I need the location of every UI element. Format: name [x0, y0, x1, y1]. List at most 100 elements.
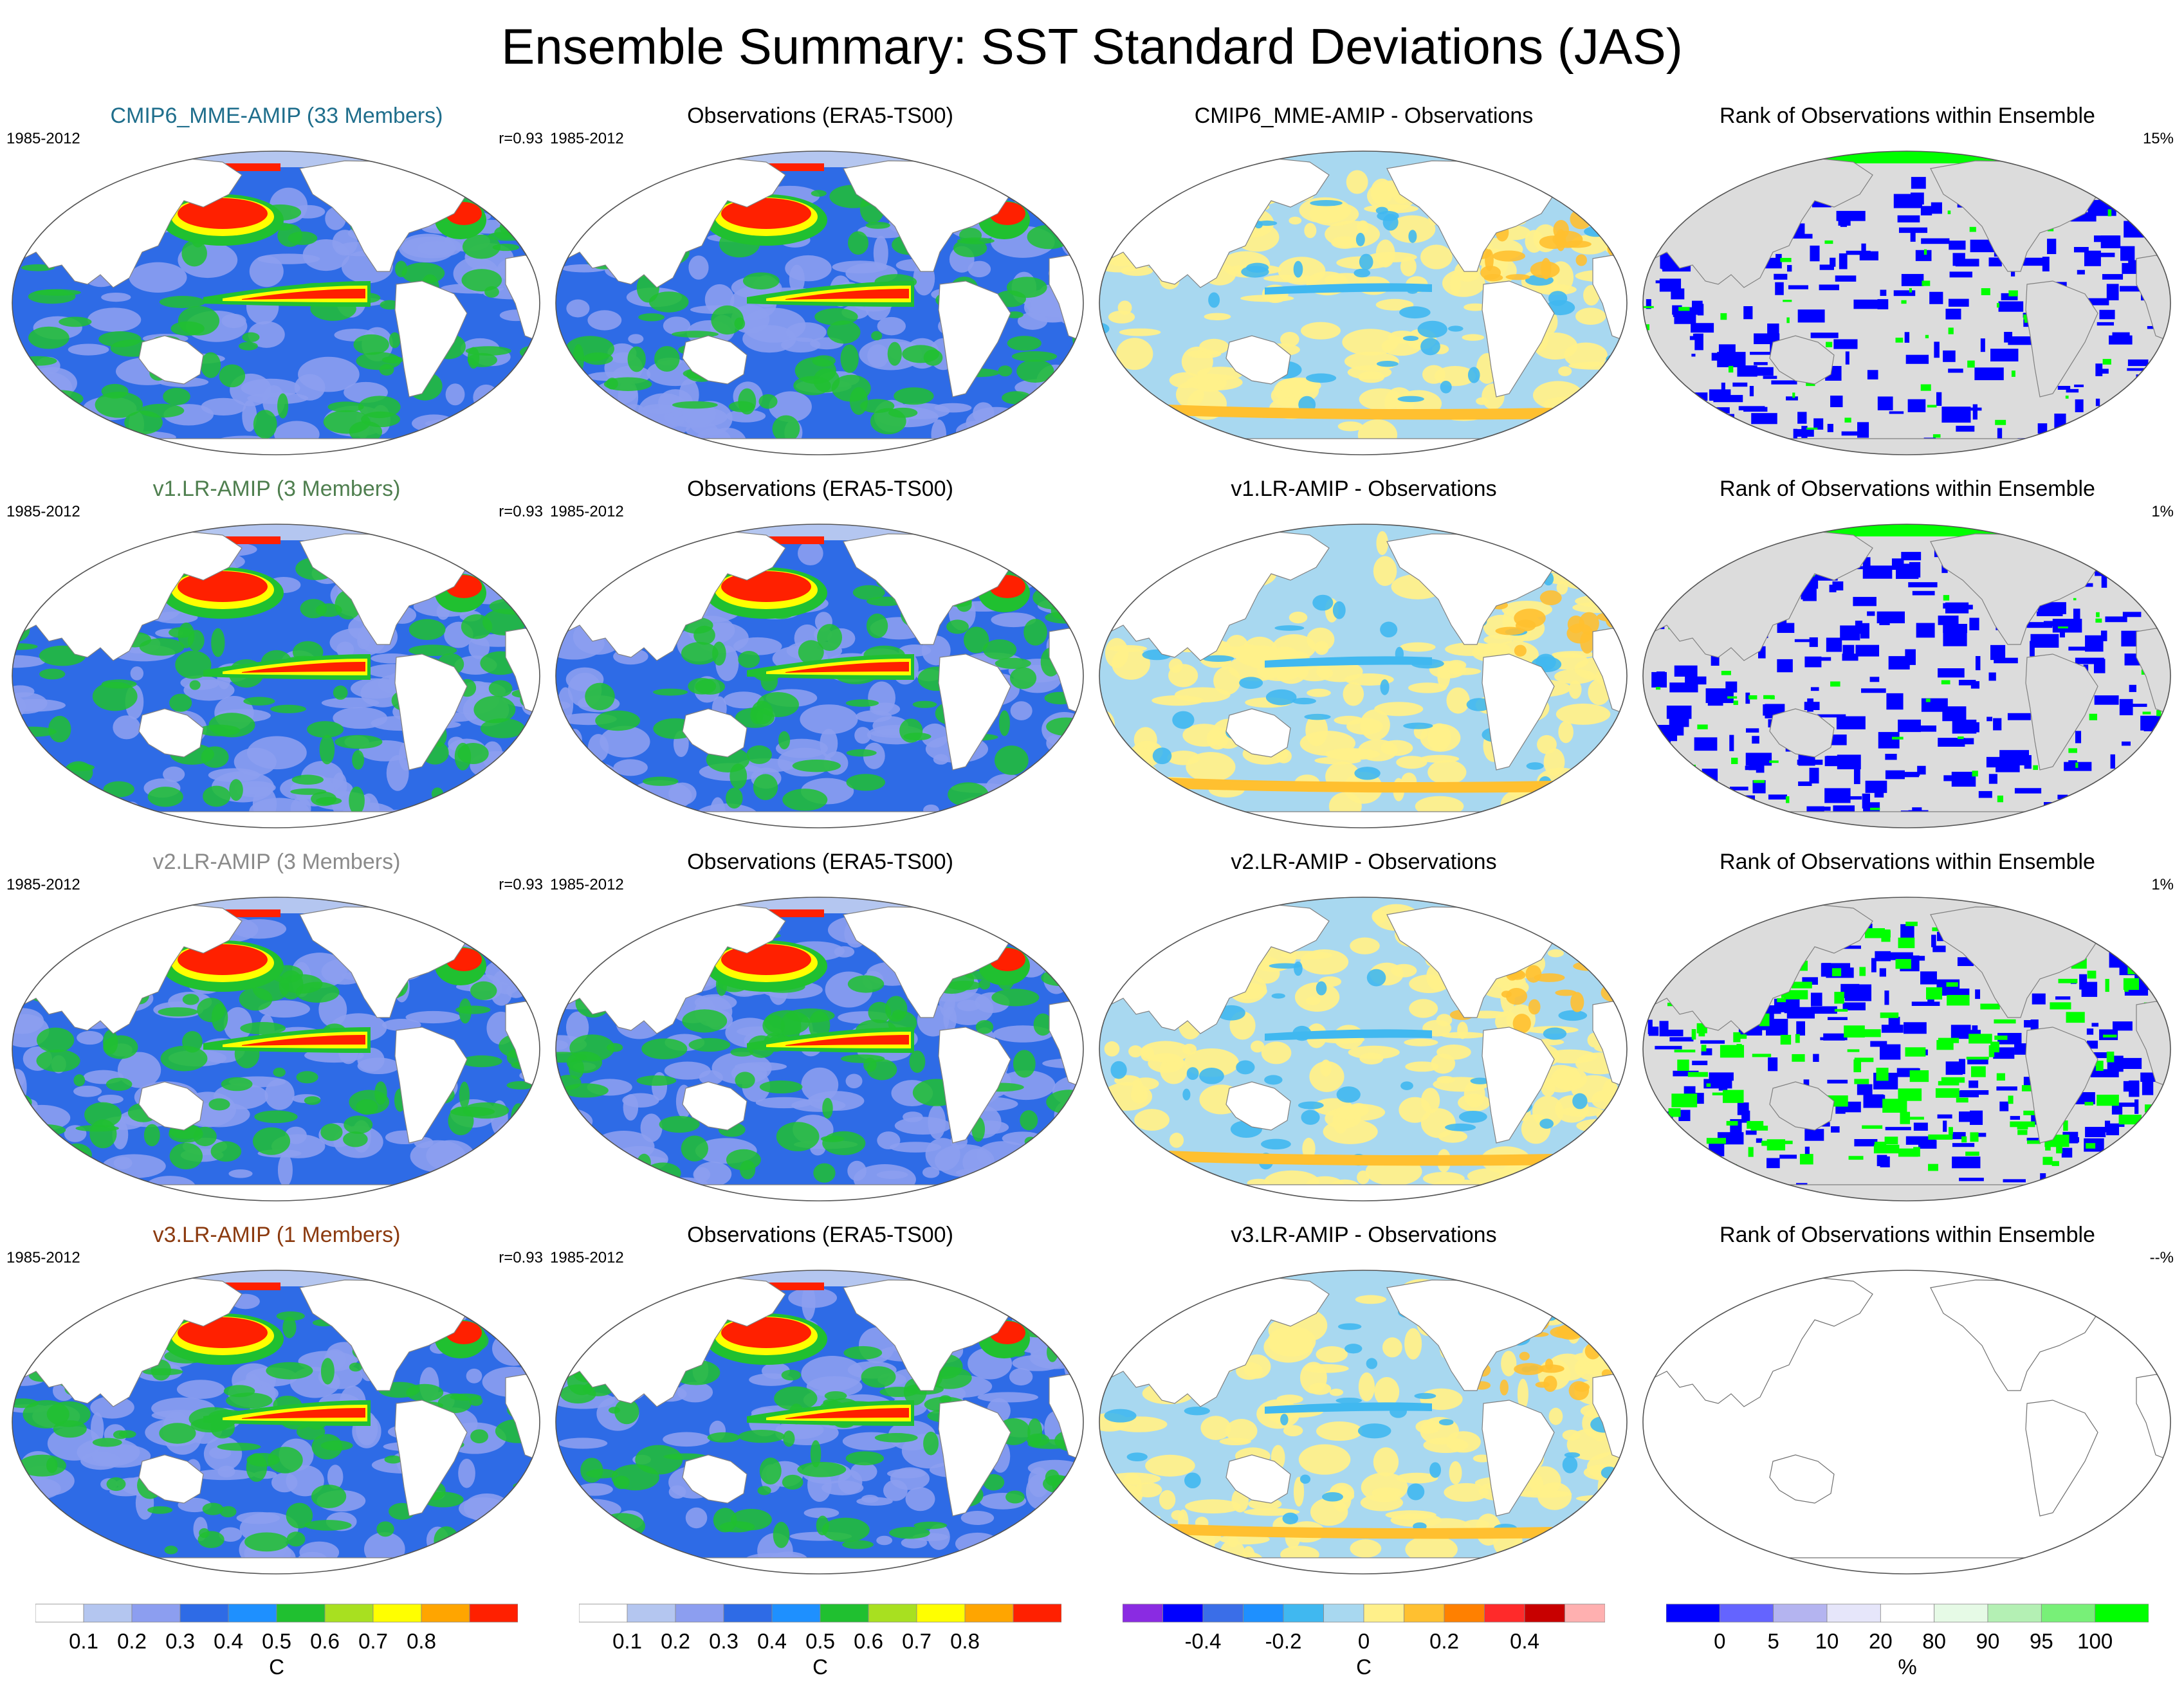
globe-map [555, 151, 1084, 455]
colorbar-tick-label: 0.1 [69, 1629, 98, 1653]
map-panel-diff: CMIP6_MME-AMIP - Observations [1094, 103, 1634, 463]
colorbar-swatch [276, 1603, 326, 1623]
colorbar-swatch [324, 1603, 374, 1623]
colorbar-tick-label: 0.5 [805, 1629, 835, 1653]
colorbar-unit: C [812, 1655, 828, 1679]
colorbar-tick-label: 0.6 [310, 1629, 340, 1653]
panel-title: Rank of Observations within Ensemble [1720, 104, 2095, 128]
map-panel-diff: v2.LR-AMIP - Observations [1094, 849, 1634, 1209]
colorbar-swatch [1162, 1603, 1204, 1623]
colorbar-tick-label: 0.2 [117, 1629, 147, 1653]
colorbar-swatch [1880, 1603, 1935, 1623]
panel-title: Rank of Observations within Ensemble [1720, 477, 2095, 501]
colorbar-tick-label: 0 [1357, 1629, 1370, 1653]
globe-map [1642, 897, 2171, 1201]
map-panel-obs: Observations (ERA5-TS00) 1985-2012 [550, 1222, 1090, 1582]
colorbar-swatch [916, 1603, 966, 1623]
colorbar-swatch [723, 1603, 773, 1623]
colorbar-swatch [1243, 1603, 1284, 1623]
colorbar-tick-label: 0.3 [165, 1629, 195, 1653]
panel-title: v3.LR-AMIP - Observations [1231, 1223, 1497, 1247]
panel-title: Observations (ERA5-TS00) [687, 850, 953, 874]
colorbar-swatch [1565, 1603, 1605, 1623]
rank-percent-label: 1% [2151, 503, 2174, 520]
globe-map [1642, 524, 2171, 828]
colorbar-swatch [868, 1603, 917, 1623]
rank-percent-label: 15% [2142, 130, 2174, 147]
colorbar-swatch [421, 1603, 470, 1623]
colorbar-tick-label: 5 [1767, 1629, 1779, 1653]
colorbar-swatch [1283, 1603, 1324, 1623]
panel-title: Observations (ERA5-TS00) [687, 477, 953, 501]
colorbar-swatch [1323, 1603, 1364, 1623]
panel-title: CMIP6_MME-AMIP - Observations [1194, 104, 1534, 128]
panel-title: Observations (ERA5-TS00) [687, 104, 953, 128]
colorbar-swatch [1013, 1603, 1061, 1623]
rank-percent-label: --% [2149, 1249, 2174, 1266]
globe-map [12, 897, 540, 1201]
colorbar-swatch [964, 1603, 1014, 1623]
globe-map [1099, 897, 1628, 1201]
colorbar-tick-label: 0.3 [709, 1629, 739, 1653]
colorbar-swatch [35, 1603, 84, 1623]
colorbar-tick-label: 0.4 [757, 1629, 787, 1653]
colorbar-unit: % [1898, 1655, 1917, 1679]
panel-title: v2.LR-AMIP (3 Members) [152, 850, 401, 874]
colorbar-unit: C [269, 1655, 284, 1679]
map-panel-rank: Rank of Observations within Ensemble 1% [1637, 476, 2178, 836]
colorbar-unit: C [1356, 1655, 1372, 1679]
colorbar-tick-label: 95 [2029, 1629, 2053, 1653]
correlation-label: r=0.93 [499, 503, 543, 520]
colorbar-std: 0.1 0.2 0.3 0.4 0.5 0.6 0.7 0.8 C [35, 1602, 518, 1688]
colorbar-tick-label: 0.4 [214, 1629, 243, 1653]
colorbar-swatch [228, 1603, 277, 1623]
globe-map [1099, 1270, 1628, 1575]
globe-map [1642, 151, 2171, 455]
colorbar-rank: 0 5 10 20 80 90 95 100% [1666, 1602, 2149, 1688]
rank-percent-label: 1% [2151, 876, 2174, 893]
colorbar-swatch [1202, 1603, 1243, 1623]
colorbar-swatches [1666, 1603, 2149, 1623]
colorbar-tick-label: 0.2 [1429, 1629, 1459, 1653]
period-label: 1985-2012 [6, 130, 80, 147]
map-panel-diff: v1.LR-AMIP - Observations [1094, 476, 1634, 836]
colorbar-swatch [2095, 1603, 2149, 1623]
colorbar-swatch [372, 1603, 422, 1623]
colorbar-swatches [1123, 1603, 1605, 1623]
colorbar-swatch [675, 1603, 724, 1623]
colorbar-tick-label: 0.7 [358, 1629, 388, 1653]
globe-map [1099, 524, 1628, 828]
colorbar-swatch [771, 1603, 821, 1623]
globe-map [1642, 1270, 2171, 1575]
period-label: 1985-2012 [550, 130, 624, 147]
colorbar-tick-label: 0.4 [1510, 1629, 1539, 1653]
colorbar-swatch [2041, 1603, 2096, 1623]
panel-title: v1.LR-AMIP (3 Members) [152, 477, 401, 501]
map-panel-rank: Rank of Observations within Ensemble 15% [1637, 103, 2178, 463]
colorbar-diff: -0.4 -0.2 0 0.2 0.4 C [1123, 1602, 1605, 1688]
colorbar-tick-label: 0.8 [407, 1629, 436, 1653]
correlation-label: r=0.93 [499, 1249, 543, 1266]
colorbar-swatch [1773, 1603, 1828, 1623]
period-label: 1985-2012 [6, 503, 80, 520]
colorbar-swatch [1934, 1603, 1988, 1623]
map-panel-obs: Observations (ERA5-TS00) 1985-2012 [550, 103, 1090, 463]
map-panel-rank: Rank of Observations within Ensemble 1% [1637, 849, 2178, 1209]
map-panel-model: CMIP6_MME-AMIP (33 Members) 1985-2012 r=0.… [6, 103, 547, 463]
colorbar-tick-label: 90 [1976, 1629, 2000, 1653]
globe-map [555, 524, 1084, 828]
correlation-label: r=0.93 [499, 130, 543, 147]
map-panel-obs: Observations (ERA5-TS00) 1985-2012 [550, 476, 1090, 836]
colorbar-swatches [35, 1603, 518, 1623]
figure-title: Ensemble Summary: SST Standard Deviation… [501, 18, 1683, 75]
period-label: 1985-2012 [550, 1249, 624, 1266]
colorbar-swatch [1444, 1603, 1485, 1623]
colorbar-tick-label: 100 [2077, 1629, 2113, 1653]
colorbar-swatch [820, 1603, 869, 1623]
panel-title: v3.LR-AMIP (1 Members) [152, 1223, 401, 1247]
colorbar-tick-label: -0.4 [1184, 1629, 1222, 1653]
colorbar-tick-label: 0.1 [612, 1629, 642, 1653]
colorbar-swatch [83, 1603, 133, 1623]
colorbar-swatch [1363, 1603, 1404, 1623]
colorbar-swatch [627, 1603, 676, 1623]
